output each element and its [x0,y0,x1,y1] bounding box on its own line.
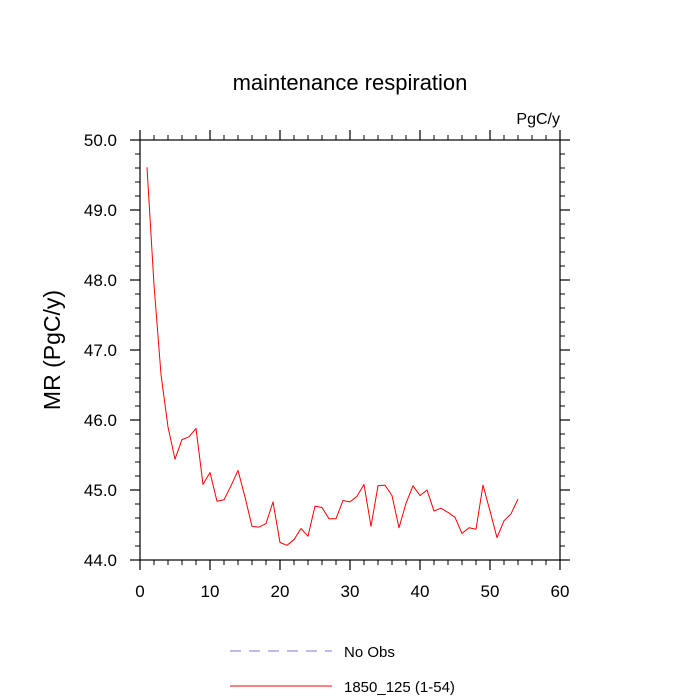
y-tick-label: 44.0 [84,551,117,570]
axis-tick-labels: 0 10 20 30 40 50 60 44.0 45.0 46.0 47.0 48.0 49.0 50.… [84,131,570,601]
legend: No Obs 1850_125 (1-54) [230,644,455,696]
legend-label-no-obs: No Obs [344,644,395,661]
y-tick-label: 47.0 [84,341,117,360]
x-tick-label: 50 [481,582,500,601]
x-tick-label: 60 [551,582,570,601]
y-axis-label: MR (PgC/y) [39,290,65,410]
x-tick-label: 40 [411,582,430,601]
series-line-1 [146,167,519,546]
series-layer [146,167,519,546]
x-tick-label: 0 [135,582,144,601]
chart-title: maintenance respiration [233,70,468,95]
y-tick-label: 48.0 [84,271,117,290]
legend-label-1850-125: 1850_125 (1-54) [344,679,455,696]
units-label: PgC/y [516,111,560,128]
y-tick-label: 46.0 [84,411,117,430]
axis-ticks [130,130,570,570]
plot-frame [139,139,561,561]
y-tick-label: 50.0 [84,131,117,150]
x-tick-label: 20 [271,582,290,601]
x-tick-label: 10 [201,582,220,601]
y-tick-label: 45.0 [84,481,117,500]
x-tick-label: 30 [341,582,360,601]
y-tick-label: 49.0 [84,201,117,220]
